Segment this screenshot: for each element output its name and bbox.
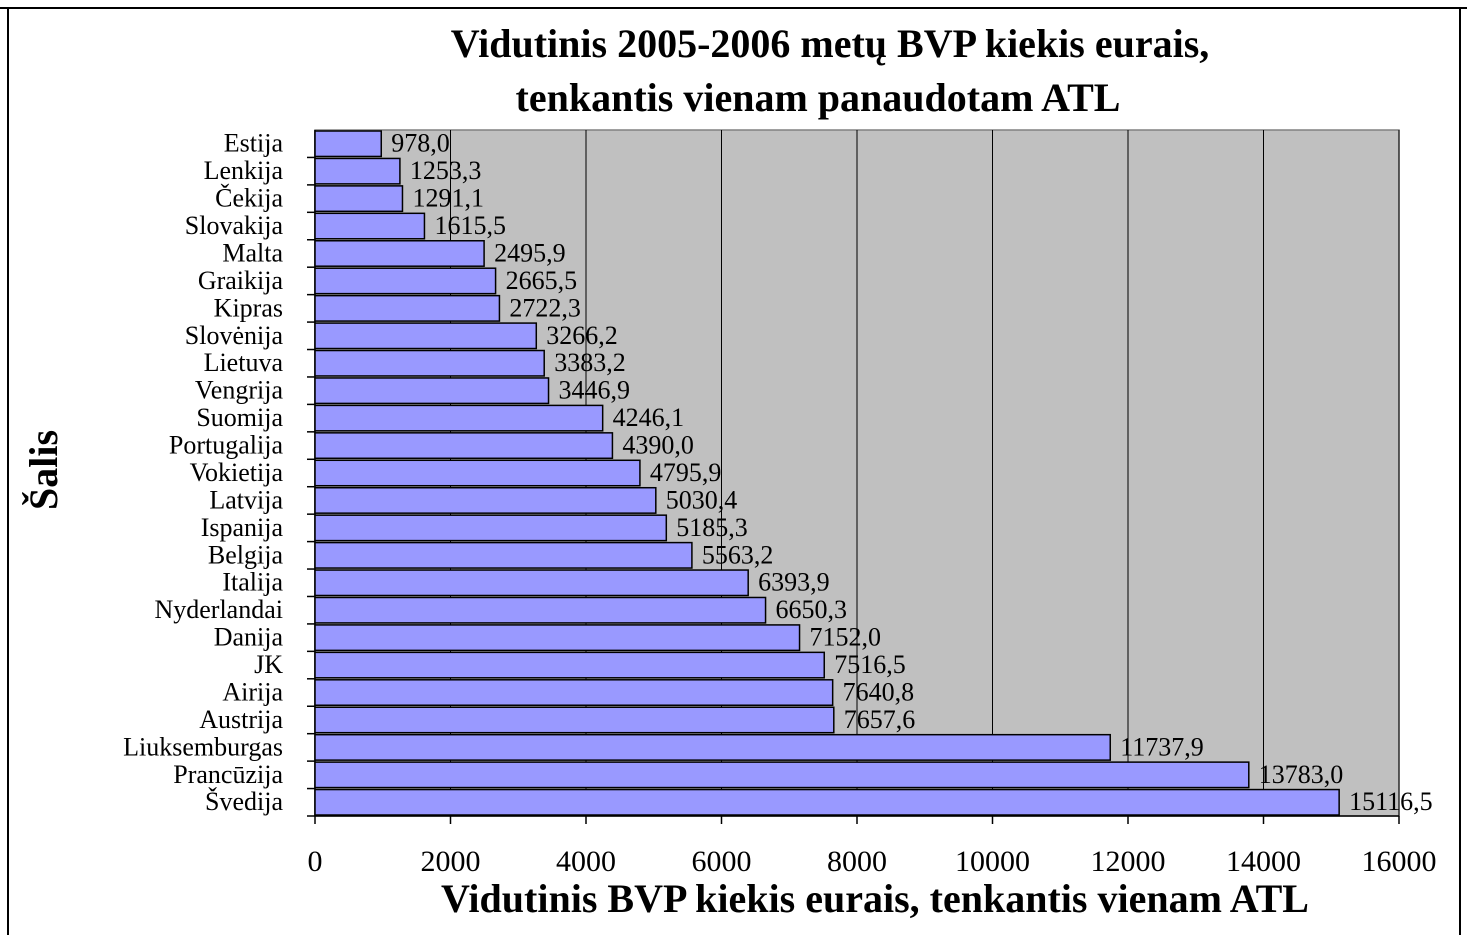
value-label: 13783,0: [1259, 760, 1344, 789]
y-tick-label: Lenkija: [204, 156, 284, 185]
y-tick-label: Liuksemburgas: [123, 732, 283, 761]
value-label: 2495,9: [494, 238, 566, 267]
value-label: 6393,9: [758, 568, 830, 597]
bar: [314, 514, 668, 542]
value-label: 7152,0: [810, 623, 882, 652]
chart-title: Vidutinis 2005-2006 metų BVP kiekis eura…: [451, 21, 1210, 66]
bar: [314, 294, 501, 322]
y-tick-label: Nyderlandai: [154, 595, 283, 624]
y-tick-label: Čekija: [215, 184, 283, 213]
bar: [314, 404, 604, 432]
y-tick-label: Suomija: [196, 403, 283, 432]
value-label: 2665,5: [506, 266, 578, 295]
bar: [314, 788, 1340, 816]
y-tick-label: Graikija: [198, 266, 284, 295]
bar: [314, 459, 641, 487]
bar: [314, 541, 693, 569]
x-tick-label: 8000: [827, 845, 887, 878]
y-tick-label: Estija: [224, 129, 284, 158]
bar: [314, 130, 383, 158]
value-label: 7640,8: [843, 677, 915, 706]
x-tick-label: 4000: [556, 845, 616, 878]
y-tick-label: Latvija: [209, 485, 283, 514]
value-label: 7657,6: [844, 705, 916, 734]
y-tick-label: Vengrija: [195, 376, 284, 405]
value-label: 7516,5: [834, 650, 906, 679]
x-tick-label: 16000: [1362, 845, 1437, 878]
bar: [314, 733, 1111, 761]
x-tick-label: 12000: [1091, 845, 1166, 878]
y-tick-label: Portugalija: [169, 431, 284, 460]
bar: [314, 432, 614, 460]
bar: [314, 679, 834, 706]
y-axis-label: Šalis: [21, 430, 66, 510]
value-label: 11737,9: [1120, 732, 1204, 761]
y-tick-label: Kipras: [214, 293, 283, 322]
y-tick-label: Airija: [222, 677, 283, 706]
y-tick-label: Belgija: [208, 540, 284, 569]
chart-title: tenkantis vienam panaudotam ATL: [516, 75, 1121, 120]
bar: [314, 761, 1250, 789]
y-tick-label: Austrija: [199, 705, 283, 734]
x-tick-label: 2000: [421, 845, 481, 878]
value-label: 3383,2: [554, 348, 626, 377]
value-label: 4795,9: [650, 458, 722, 487]
bar: [314, 569, 749, 597]
y-tick-label: Švedija: [205, 787, 283, 816]
bar: [314, 651, 825, 679]
bar: [314, 185, 404, 213]
value-label: 6650,3: [776, 595, 848, 624]
bar: [314, 157, 401, 185]
y-tick-label: Slovakija: [185, 211, 284, 240]
value-label: 5185,3: [676, 513, 748, 542]
y-tick-label: Danija: [214, 623, 284, 652]
bar: [314, 706, 835, 734]
bar: [314, 624, 801, 652]
value-label: 978,0: [391, 129, 450, 158]
bar: [314, 596, 767, 624]
y-tick-label: Lietuva: [204, 348, 284, 377]
y-tick-label: Vokietija: [190, 458, 284, 487]
value-label: 1615,5: [434, 211, 506, 240]
bar: [314, 212, 426, 240]
x-tick-label: 10000: [955, 845, 1030, 878]
value-label: 4246,1: [613, 403, 685, 432]
value-label: 1253,3: [410, 156, 482, 185]
bar: [314, 240, 485, 267]
y-tick-label: Italija: [222, 568, 283, 597]
y-tick-label: Ispanija: [201, 513, 284, 542]
x-tick-label: 14000: [1226, 845, 1301, 878]
y-tick-label: Malta: [222, 238, 283, 267]
x-tick-label: 6000: [692, 845, 752, 878]
value-label: 3266,2: [546, 321, 618, 350]
y-tick-label: JK: [254, 650, 283, 679]
bar: [314, 349, 545, 377]
value-label: 3446,9: [559, 376, 631, 405]
bar: [314, 322, 538, 350]
bar: [314, 267, 497, 295]
x-tick-label: 0: [308, 845, 323, 878]
value-label: 15116,5: [1349, 787, 1433, 816]
y-tick-label: Slovėnija: [185, 321, 284, 350]
value-label: 2722,3: [509, 293, 580, 322]
value-label: 5030,4: [666, 485, 738, 514]
bar: [314, 377, 550, 405]
bar: [314, 486, 657, 514]
value-label: 1291,1: [412, 184, 484, 213]
x-axis-label: Vidutinis BVP kiekis eurais, tenkantis v…: [441, 876, 1309, 921]
value-label: 5563,2: [702, 540, 774, 569]
y-tick-label: Prancūzija: [173, 760, 283, 789]
value-label: 4390,0: [622, 431, 694, 460]
